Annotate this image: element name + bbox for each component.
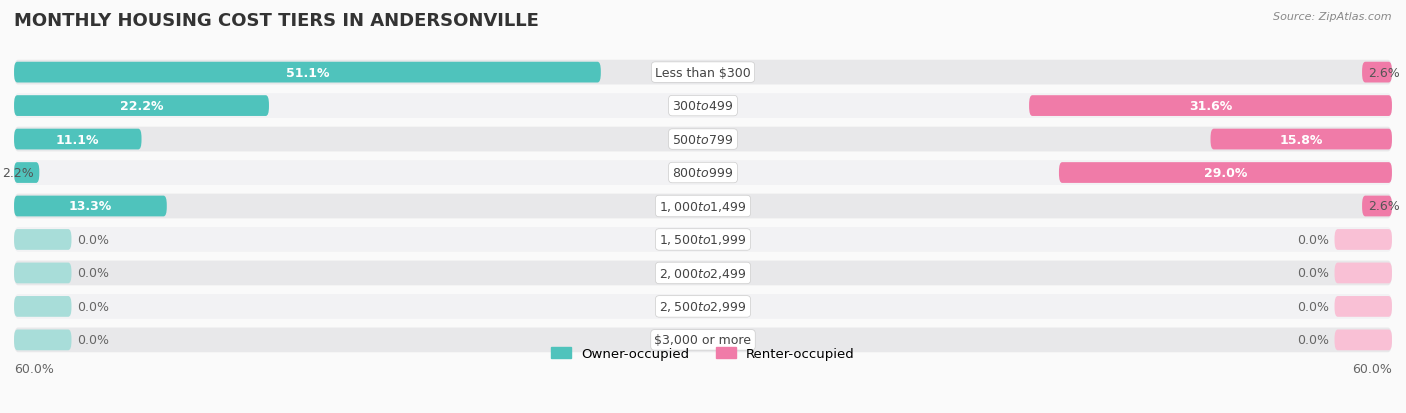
- FancyBboxPatch shape: [1029, 96, 1392, 117]
- FancyBboxPatch shape: [14, 263, 72, 284]
- FancyBboxPatch shape: [1211, 129, 1392, 150]
- Text: 22.2%: 22.2%: [120, 100, 163, 113]
- Text: 0.0%: 0.0%: [1296, 233, 1329, 247]
- Text: 0.0%: 0.0%: [1296, 300, 1329, 313]
- FancyBboxPatch shape: [1059, 163, 1392, 183]
- Text: 60.0%: 60.0%: [14, 362, 53, 375]
- FancyBboxPatch shape: [14, 330, 72, 350]
- FancyBboxPatch shape: [14, 94, 1392, 119]
- FancyBboxPatch shape: [14, 230, 72, 250]
- Text: 31.6%: 31.6%: [1189, 100, 1232, 113]
- Text: 51.1%: 51.1%: [285, 66, 329, 79]
- Text: $2,000 to $2,499: $2,000 to $2,499: [659, 266, 747, 280]
- FancyBboxPatch shape: [1362, 196, 1392, 217]
- FancyBboxPatch shape: [14, 63, 600, 83]
- Text: 29.0%: 29.0%: [1204, 166, 1247, 180]
- Text: 0.0%: 0.0%: [77, 334, 110, 347]
- FancyBboxPatch shape: [1334, 296, 1392, 317]
- Legend: Owner-occupied, Renter-occupied: Owner-occupied, Renter-occupied: [551, 347, 855, 360]
- Text: MONTHLY HOUSING COST TIERS IN ANDERSONVILLE: MONTHLY HOUSING COST TIERS IN ANDERSONVI…: [14, 12, 538, 30]
- FancyBboxPatch shape: [14, 129, 142, 150]
- FancyBboxPatch shape: [14, 196, 167, 217]
- Text: $3,000 or more: $3,000 or more: [655, 334, 751, 347]
- Text: $2,500 to $2,999: $2,500 to $2,999: [659, 300, 747, 313]
- Text: $1,500 to $1,999: $1,500 to $1,999: [659, 233, 747, 247]
- Text: 60.0%: 60.0%: [1353, 362, 1392, 375]
- Text: 11.1%: 11.1%: [56, 133, 100, 146]
- Text: 2.2%: 2.2%: [1, 166, 34, 180]
- Text: 2.6%: 2.6%: [1368, 66, 1399, 79]
- Text: $1,000 to $1,499: $1,000 to $1,499: [659, 199, 747, 214]
- Text: 0.0%: 0.0%: [1296, 334, 1329, 347]
- Text: Source: ZipAtlas.com: Source: ZipAtlas.com: [1274, 12, 1392, 22]
- Text: 13.3%: 13.3%: [69, 200, 112, 213]
- FancyBboxPatch shape: [14, 127, 1392, 152]
- Text: Less than $300: Less than $300: [655, 66, 751, 79]
- Text: $500 to $799: $500 to $799: [672, 133, 734, 146]
- FancyBboxPatch shape: [14, 163, 39, 183]
- FancyBboxPatch shape: [14, 194, 1392, 219]
- Text: 0.0%: 0.0%: [77, 233, 110, 247]
- FancyBboxPatch shape: [1334, 263, 1392, 284]
- FancyBboxPatch shape: [14, 161, 1392, 185]
- FancyBboxPatch shape: [1362, 63, 1392, 83]
- FancyBboxPatch shape: [14, 328, 1392, 352]
- FancyBboxPatch shape: [14, 96, 269, 117]
- Text: 0.0%: 0.0%: [77, 300, 110, 313]
- Text: 15.8%: 15.8%: [1279, 133, 1323, 146]
- Text: $800 to $999: $800 to $999: [672, 166, 734, 180]
- FancyBboxPatch shape: [14, 228, 1392, 252]
- FancyBboxPatch shape: [1334, 230, 1392, 250]
- Text: 0.0%: 0.0%: [1296, 267, 1329, 280]
- FancyBboxPatch shape: [1334, 330, 1392, 350]
- Text: $300 to $499: $300 to $499: [672, 100, 734, 113]
- FancyBboxPatch shape: [14, 294, 1392, 319]
- Text: 2.6%: 2.6%: [1368, 200, 1399, 213]
- FancyBboxPatch shape: [14, 61, 1392, 85]
- FancyBboxPatch shape: [14, 296, 72, 317]
- Text: 0.0%: 0.0%: [77, 267, 110, 280]
- FancyBboxPatch shape: [14, 261, 1392, 286]
